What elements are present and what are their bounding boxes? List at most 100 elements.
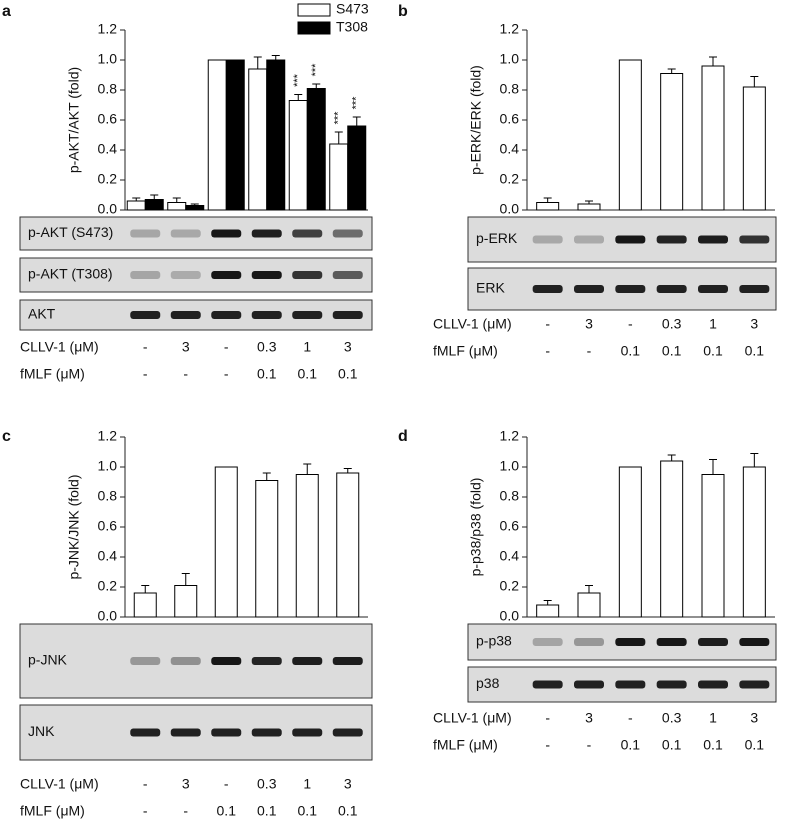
band: [656, 638, 687, 646]
condition-label: CLLV-1 (μM): [433, 316, 512, 332]
band: [211, 311, 242, 319]
bar: [295, 474, 319, 618]
y-axis-title: p-p38/p38 (fold): [468, 478, 484, 577]
bar: [660, 73, 684, 211]
band: [532, 680, 563, 689]
condition-value: 0.1: [703, 737, 723, 753]
band: [574, 235, 604, 244]
error-bar: [667, 68, 676, 74]
blot-label: ERK: [476, 280, 505, 296]
y-tick-label: 0.0: [500, 201, 520, 217]
band: [532, 235, 563, 244]
band: [332, 229, 363, 238]
band: [251, 311, 282, 319]
band: [532, 638, 563, 646]
y-tick-label: 1.2: [500, 428, 520, 444]
y-tick-label: 0.2: [500, 578, 520, 594]
condition-value: 3: [750, 316, 758, 332]
band: [130, 229, 161, 238]
bar: [742, 86, 766, 211]
y-tick-label: 1.0: [500, 458, 520, 474]
band: [574, 285, 604, 293]
bar: [660, 460, 684, 618]
y-tick-label: 0.4: [500, 548, 520, 564]
band: [292, 229, 323, 238]
condition-value: 3: [182, 776, 190, 792]
y-tick-label: 0.0: [98, 201, 118, 217]
blot-label: p-AKT (S473): [28, 224, 113, 240]
condition-value: 3: [344, 339, 352, 355]
error-bar: [667, 454, 676, 461]
condition-value: 0.1: [338, 803, 358, 819]
band: [170, 271, 201, 279]
band: [332, 271, 363, 279]
condition-value: -: [143, 803, 148, 819]
y-tick-label: 1.0: [98, 458, 118, 474]
bar: [248, 68, 268, 211]
bar: [133, 592, 157, 618]
condition-value: 3: [182, 339, 190, 355]
band: [698, 638, 728, 646]
y-axis-title: p-JNK/JNK (fold): [66, 474, 82, 579]
panel-letter: d: [398, 428, 408, 445]
condition-value: -: [183, 803, 188, 819]
legend-label: T308: [336, 19, 368, 35]
bar: [185, 205, 205, 211]
y-tick-label: 0.0: [98, 608, 118, 624]
bar: [618, 466, 642, 618]
condition-value: -: [224, 776, 229, 792]
significance: ***: [351, 96, 363, 110]
band: [130, 311, 161, 319]
condition-value: 0.1: [257, 366, 277, 382]
band: [292, 271, 323, 279]
band: [574, 638, 604, 646]
bar: [618, 59, 642, 211]
blot-label: AKT: [28, 306, 56, 322]
y-tick-label: 0.8: [98, 488, 118, 504]
error-bar: [334, 131, 343, 144]
condition-value: 1: [303, 776, 311, 792]
band: [251, 271, 282, 279]
band: [251, 229, 282, 238]
condition-value: -: [545, 710, 550, 726]
error-bar: [150, 194, 159, 200]
y-tick-label: 0.2: [98, 578, 118, 594]
y-axis-title: p-ERK/ERK (fold): [468, 65, 484, 175]
y-tick-label: 0.4: [500, 141, 520, 157]
condition-label: CLLV-1 (μM): [433, 710, 512, 726]
condition-value: 1: [303, 339, 311, 355]
condition-value: -: [545, 737, 550, 753]
blot-label: JNK: [28, 723, 55, 739]
y-tick-label: 1.2: [98, 428, 118, 444]
condition-label: fMLF (μM): [433, 343, 498, 359]
bar: [577, 203, 601, 211]
condition-value: 3: [585, 710, 593, 726]
condition-value: 0.1: [745, 343, 765, 359]
error-bar: [172, 197, 181, 203]
error-bar: [294, 94, 303, 101]
condition-value: -: [143, 366, 148, 382]
y-tick-label: 0.6: [98, 111, 118, 127]
y-tick-label: 1.2: [500, 21, 520, 37]
condition-value: -: [545, 316, 550, 332]
blot-label: p-AKT (T308): [28, 266, 113, 282]
condition-value: 3: [344, 776, 352, 792]
condition-value: -: [143, 776, 148, 792]
band: [292, 311, 323, 319]
condition-label: CLLV-1 (μM): [20, 339, 99, 355]
y-tick-label: 0.6: [500, 518, 520, 534]
error-bar: [543, 600, 552, 605]
y-tick-label: 0.4: [98, 141, 118, 157]
band: [211, 657, 242, 665]
band: [656, 235, 687, 244]
band: [739, 638, 770, 646]
band: [698, 680, 728, 689]
error-bar: [262, 472, 271, 481]
condition-value: 0.1: [703, 343, 723, 359]
bar: [266, 59, 286, 211]
panel-letter: b: [398, 3, 408, 20]
error-bar: [271, 55, 280, 60]
condition-value: 1: [709, 316, 717, 332]
condition-value: -: [224, 366, 229, 382]
